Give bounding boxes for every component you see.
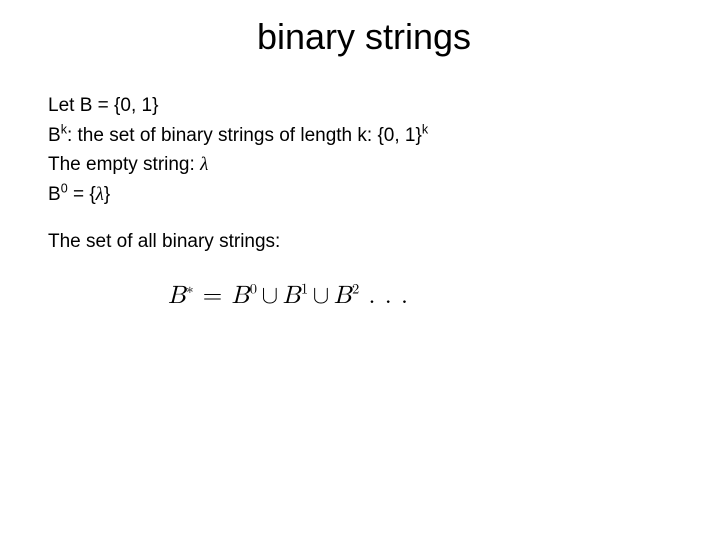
eq-B1: B1 <box>283 283 309 308</box>
line-2-B: B <box>48 125 61 146</box>
equation: B∗ = B0∪B1∪B2 . . . <box>168 283 409 308</box>
line-2: Bk : the set of binary strings of length … <box>48 122 680 150</box>
line-3-pre: The empty string: <box>48 154 200 175</box>
line-1-pre: Let B = <box>48 95 114 116</box>
slide-title: binary strings <box>48 16 680 58</box>
lambda-symbol-2: λ <box>96 184 104 205</box>
eq-B0-sup: 0 <box>250 281 258 296</box>
eq-dots: . . . <box>360 283 409 308</box>
lambda-symbol: λ <box>200 154 208 175</box>
cup-2: ∪ <box>309 278 334 314</box>
equation-block: B∗ = B0∪B1∪B2 . . . <box>48 278 680 314</box>
eq-B-lhs: B <box>168 283 186 308</box>
line-2-set: {0, 1} <box>377 125 421 146</box>
eq-B2-B: B <box>334 283 352 308</box>
eq-B1-sup: 1 <box>301 281 309 296</box>
line-4-eq: = { <box>68 184 96 205</box>
line-4: B0 = {λ} <box>48 181 680 209</box>
line-2-end-sup-k: k <box>422 122 428 136</box>
line-1: Let B = {0, 1} <box>48 92 680 120</box>
eq-B2-sup: 2 <box>352 281 360 296</box>
line-5: The set of all binary strings: <box>48 228 680 256</box>
cup-1: ∪ <box>257 278 282 314</box>
eq-B2: B2 <box>334 283 360 308</box>
eq-B1-B: B <box>283 283 301 308</box>
eq-B0: B0 <box>232 283 258 308</box>
line-2-mid: : the set of binary strings of length k: <box>67 125 378 146</box>
eq-equals: = <box>194 283 232 308</box>
slide: binary strings Let B = {0, 1} Bk : the se… <box>0 0 720 540</box>
eq-star-sup: ∗ <box>186 281 194 296</box>
eq-B-star: B∗ <box>168 283 194 308</box>
line-1-set: {0, 1} <box>114 95 158 116</box>
line-4-sup-0: 0 <box>61 181 68 195</box>
line-4-B: B <box>48 184 61 205</box>
line-3: The empty string: λ <box>48 151 680 179</box>
eq-B0-B: B <box>232 283 250 308</box>
line-4-close: } <box>104 184 110 205</box>
spacing <box>48 210 680 228</box>
slide-body: Let B = {0, 1} Bk : the set of binary str… <box>48 92 680 314</box>
